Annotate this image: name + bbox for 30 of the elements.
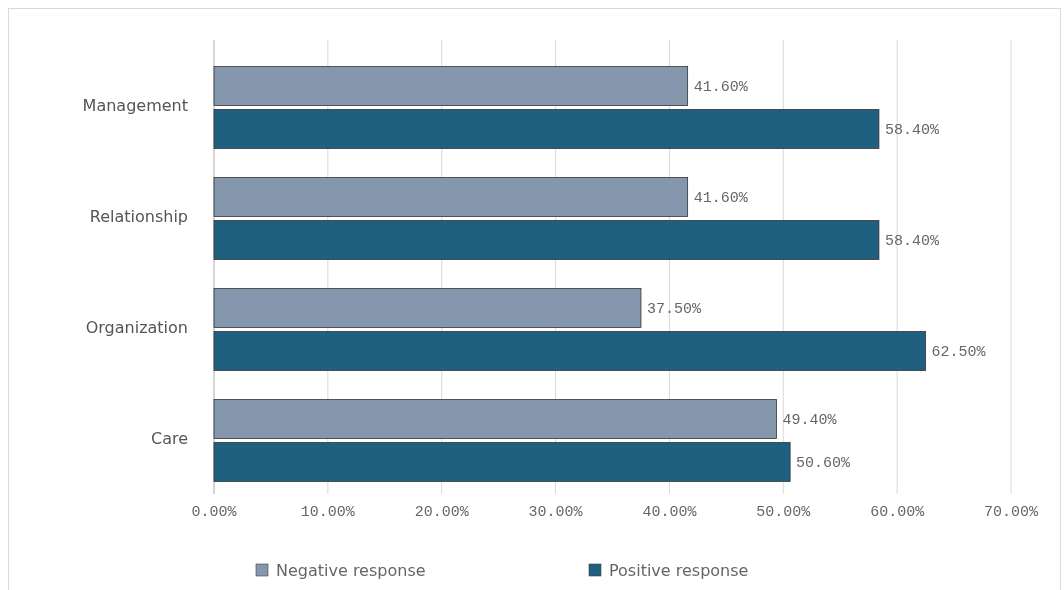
x-tick-label: 60.00%: [870, 504, 926, 521]
data-label: 58.40%: [884, 122, 940, 140]
bar: [213, 288, 642, 328]
bar: [213, 109, 880, 149]
x-tick-label: 30.00%: [528, 504, 584, 521]
data-label: 49.40%: [782, 412, 838, 430]
bar: [213, 220, 880, 260]
x-tick-label: 20.00%: [414, 504, 470, 521]
data-label: 41.60%: [693, 79, 749, 97]
x-tick-label: 0.00%: [191, 504, 238, 521]
bar: [213, 399, 777, 439]
bar: [213, 66, 689, 106]
x-tick-label: 10.00%: [300, 504, 356, 521]
data-label: 37.50%: [646, 301, 702, 319]
legend-label: Positive response: [609, 560, 749, 580]
y-tick-label: Organization: [85, 318, 188, 338]
legend-label: Negative response: [276, 560, 426, 580]
x-tick-label: 50.00%: [756, 504, 812, 521]
data-label: 62.50%: [931, 344, 987, 362]
x-tick-label: 40.00%: [642, 504, 698, 521]
data-label: 41.60%: [693, 190, 749, 208]
data-label: 58.40%: [884, 233, 940, 251]
y-tick-label: Relationship: [89, 207, 188, 227]
y-tick-label: Care: [150, 429, 188, 449]
y-tick-label: Management: [82, 96, 188, 116]
bar: [213, 331, 927, 371]
bar: [213, 177, 689, 217]
data-label: 50.60%: [796, 455, 852, 473]
x-tick-label: 70.00%: [983, 504, 1039, 521]
bar: [213, 442, 791, 482]
